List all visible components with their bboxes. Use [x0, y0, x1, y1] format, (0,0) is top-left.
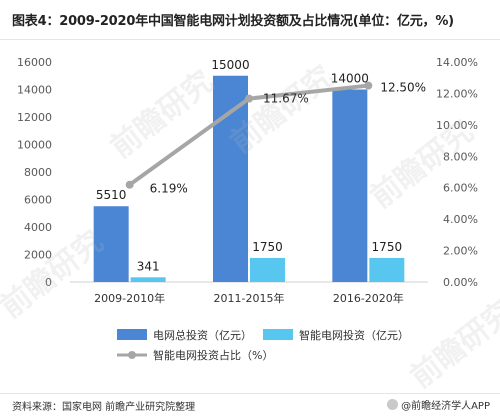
y-right-tick-label: 10.00%	[436, 119, 478, 132]
bar-smart-grid-investment	[250, 257, 285, 282]
data-label-ratio: 11.67%	[263, 92, 309, 106]
data-label-total: 14000	[331, 72, 369, 86]
ratio-point	[245, 94, 253, 103]
bar-smart-grid-investment	[369, 257, 405, 282]
y-right-tick-label: 14.00%	[436, 56, 478, 69]
footer-divider	[0, 393, 500, 394]
legend-label-smart: 智能电网投资（亿元）	[299, 328, 409, 342]
y-left-tick-label: 8000	[24, 166, 52, 179]
y-left-tick-label: 12000	[17, 111, 52, 124]
data-label-smart: 341	[137, 259, 160, 273]
ratio-point	[125, 180, 134, 189]
legend-swatch-total	[117, 329, 147, 340]
y-left-tick-label: 14000	[17, 84, 52, 97]
y-right-tick-label: 0.00%	[443, 276, 478, 289]
chart: 0 2000 4000 6000 8000 10000 12000 14000 16000 0.0…	[17, 56, 478, 362]
legend-swatch-ratio-marker	[128, 351, 136, 359]
data-label-smart: 1750	[372, 240, 403, 254]
brand-credit: @前瞻经济学人APP	[387, 397, 490, 412]
legend-label-total: 电网总投资（亿元）	[153, 328, 252, 342]
x-category-label: 2011-2015年	[214, 291, 285, 305]
legend-swatch-smart	[263, 329, 293, 340]
x-category-label: 2016-2020年	[333, 291, 404, 305]
chart-title: 图表4：2009-2020年中国智能电网计划投资额及占比情况(单位：亿元，%)	[12, 14, 454, 29]
data-label-ratio: 6.19%	[150, 182, 188, 196]
y-left-tick-label: 4000	[24, 221, 52, 234]
bar-total-investment	[93, 206, 129, 282]
y-right-tick-label: 2.00%	[443, 245, 478, 258]
data-label-total: 5510	[96, 188, 127, 202]
y-left-tick-label: 6000	[24, 194, 52, 207]
ratio-point	[364, 81, 373, 90]
data-label-ratio: 12.50%	[380, 81, 426, 95]
y-left-tick-label: 0	[45, 276, 52, 289]
source-note: 资料来源：国家电网 前瞻产业研究院整理	[12, 402, 196, 413]
brand-logo-icon	[387, 399, 399, 410]
y-right-tick-label: 12.00%	[436, 87, 478, 100]
x-category-label: 2009-2010年	[94, 291, 165, 305]
y-right-tick-label: 4.00%	[443, 213, 478, 226]
bar-smart-grid-investment	[130, 277, 166, 282]
y-left-tick-label: 10000	[17, 139, 52, 152]
y-left-tick-label: 2000	[24, 249, 52, 262]
bar-total-investment	[213, 75, 248, 282]
y-right-tick-label: 8.00%	[443, 150, 478, 163]
y-right-tick-label: 6.00%	[443, 182, 478, 195]
y-left-tick-label: 16000	[17, 56, 52, 69]
title-bar: 图表4：2009-2020年中国智能电网计划投资额及占比情况(单位：亿元，%)	[0, 0, 500, 40]
legend-label-ratio: 智能电网投资占比（%）	[153, 348, 273, 362]
data-label-total: 15000	[211, 58, 249, 72]
data-label-smart: 1750	[252, 240, 283, 254]
bar-total-investment	[332, 89, 368, 282]
brand-label: @前瞻经济学人APP	[401, 401, 490, 412]
